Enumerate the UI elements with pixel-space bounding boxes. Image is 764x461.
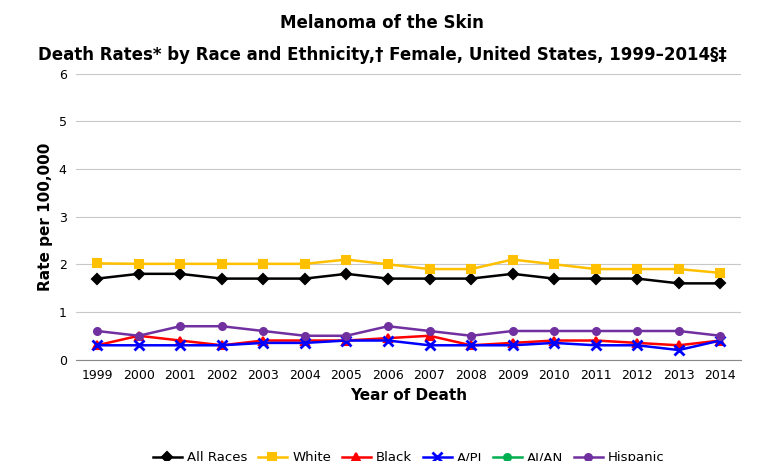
Black <box>342 338 351 343</box>
Hispanic <box>92 328 102 334</box>
White <box>134 261 144 266</box>
A/PI <box>467 343 476 348</box>
Hispanic <box>176 324 185 329</box>
All Races <box>92 276 102 281</box>
All Races <box>134 271 144 277</box>
All Races <box>300 276 309 281</box>
All Races <box>425 276 434 281</box>
Black <box>176 338 185 343</box>
All Races <box>508 271 517 277</box>
All Races <box>217 276 226 281</box>
Text: Melanoma of the Skin: Melanoma of the Skin <box>280 14 484 32</box>
Hispanic <box>217 324 226 329</box>
Hispanic <box>259 328 268 334</box>
A/PI <box>674 347 683 353</box>
All Races <box>467 276 476 281</box>
A/PI <box>176 343 185 348</box>
White <box>591 266 601 272</box>
All Races <box>176 271 185 277</box>
Hispanic <box>300 333 309 338</box>
Line: A/PI: A/PI <box>92 336 725 355</box>
Black <box>674 343 683 348</box>
Black <box>633 340 642 346</box>
White <box>259 261 268 266</box>
White <box>508 257 517 262</box>
X-axis label: Year of Death: Year of Death <box>350 388 468 403</box>
A/PI <box>591 343 601 348</box>
White <box>300 261 309 266</box>
Line: Hispanic: Hispanic <box>94 323 724 339</box>
All Races <box>342 271 351 277</box>
Black <box>384 336 393 341</box>
A/PI <box>549 340 558 346</box>
White <box>674 266 683 272</box>
Legend: All Races, White, Black, A/PI, AI/AN, Hispanic: All Races, White, Black, A/PI, AI/AN, Hi… <box>147 446 670 461</box>
A/PI <box>259 340 268 346</box>
Y-axis label: Rate per 100,000: Rate per 100,000 <box>38 142 53 291</box>
A/PI <box>508 343 517 348</box>
All Races <box>384 276 393 281</box>
All Races <box>674 281 683 286</box>
Black <box>259 338 268 343</box>
Hispanic <box>591 328 601 334</box>
Black <box>508 340 517 346</box>
Hispanic <box>716 333 725 338</box>
A/PI <box>217 343 226 348</box>
White <box>342 257 351 262</box>
White <box>549 261 558 267</box>
Hispanic <box>549 328 558 334</box>
Hispanic <box>134 333 144 338</box>
Line: All Races: All Races <box>94 270 724 287</box>
Black <box>92 343 102 348</box>
Hispanic <box>508 328 517 334</box>
Black <box>134 333 144 338</box>
White <box>633 266 642 272</box>
Text: Death Rates* by Race and Ethnicity,† Female, United States, 1999–2014§‡: Death Rates* by Race and Ethnicity,† Fem… <box>37 46 727 64</box>
Hispanic <box>633 328 642 334</box>
Hispanic <box>674 328 683 334</box>
A/PI <box>716 338 725 343</box>
Black <box>300 338 309 343</box>
All Races <box>716 281 725 286</box>
A/PI <box>633 343 642 348</box>
White <box>176 261 185 266</box>
A/PI <box>134 343 144 348</box>
Black <box>467 343 476 348</box>
A/PI <box>92 343 102 348</box>
A/PI <box>425 343 434 348</box>
Black <box>591 338 601 343</box>
All Races <box>633 276 642 281</box>
White <box>716 270 725 276</box>
White <box>467 266 476 272</box>
Hispanic <box>467 333 476 338</box>
White <box>425 266 434 272</box>
A/PI <box>300 340 309 346</box>
Hispanic <box>425 328 434 334</box>
White <box>92 260 102 266</box>
White <box>384 261 393 267</box>
All Races <box>259 276 268 281</box>
Hispanic <box>384 324 393 329</box>
Black <box>425 333 434 338</box>
All Races <box>549 276 558 281</box>
A/PI <box>342 338 351 343</box>
Line: White: White <box>93 255 724 277</box>
Black <box>716 338 725 343</box>
Hispanic <box>342 333 351 338</box>
Line: Black: Black <box>93 331 724 349</box>
Black <box>217 343 226 348</box>
Black <box>549 338 558 343</box>
All Races <box>591 276 601 281</box>
A/PI <box>384 338 393 343</box>
White <box>217 261 226 266</box>
